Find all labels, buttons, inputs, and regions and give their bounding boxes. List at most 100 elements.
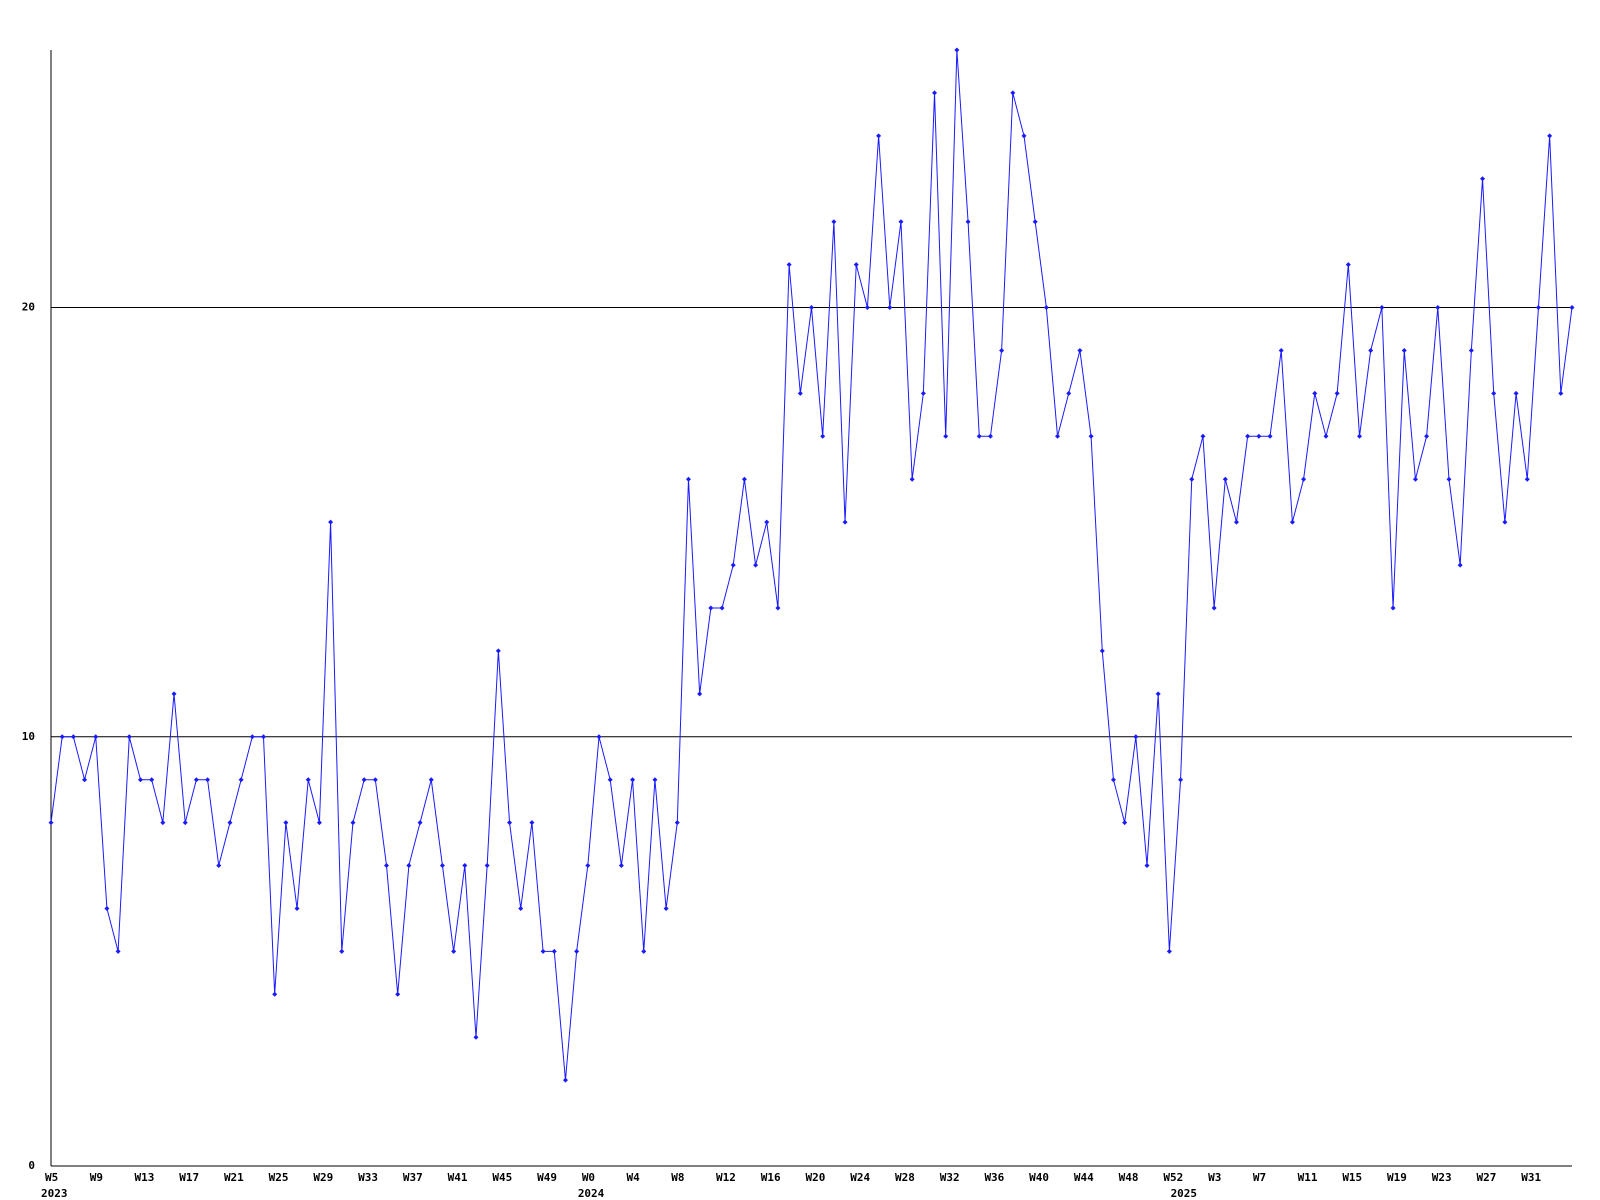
data-point [93, 734, 99, 740]
data-point [1301, 476, 1307, 482]
data-point [585, 863, 591, 869]
data-point [395, 991, 401, 997]
data-point [596, 734, 602, 740]
x-tick-label: W27 [1477, 1171, 1497, 1184]
data-point [216, 863, 222, 869]
x-tick-label: W3 [1208, 1171, 1221, 1184]
data-point [909, 476, 915, 482]
data-point [1055, 433, 1061, 439]
data-point [361, 777, 367, 783]
data-point [1189, 476, 1195, 482]
x-tick-label: W37 [403, 1171, 423, 1184]
data-point [932, 90, 938, 96]
data-point [1021, 133, 1027, 139]
x-tick-label: W48 [1119, 1171, 1139, 1184]
x-tick-label: W52 [1163, 1171, 1183, 1184]
data-point [876, 133, 882, 139]
data-point [1345, 262, 1351, 268]
data-point [1088, 433, 1094, 439]
x-tick-label: W15 [1342, 1171, 1362, 1184]
data-point [272, 991, 278, 997]
x-tick-label: W33 [358, 1171, 378, 1184]
data-point [249, 734, 255, 740]
data-point [987, 433, 993, 439]
data-line [50, 49, 1573, 1081]
data-point [1513, 390, 1519, 396]
x-tick-label: W7 [1253, 1171, 1266, 1184]
data-point [831, 219, 837, 225]
data-point [1166, 948, 1172, 954]
x-tick-label: W11 [1298, 1171, 1318, 1184]
x-tick-label: W4 [627, 1171, 641, 1184]
data-point [797, 390, 803, 396]
y-tick-label: 0 [28, 1159, 35, 1172]
data-point [1178, 777, 1184, 783]
data-point [853, 262, 859, 268]
x-tick-label: W0 [582, 1171, 595, 1184]
x-tick-label: W23 [1432, 1171, 1452, 1184]
data-point [104, 905, 110, 911]
y-tick-label: 20 [22, 301, 35, 314]
data-point [551, 948, 557, 954]
x-tick-label: W9 [90, 1171, 103, 1184]
data-point [1491, 390, 1497, 396]
data-point [719, 605, 725, 611]
x-tick-label: W19 [1387, 1171, 1407, 1184]
data-point [1222, 476, 1228, 482]
data-point [1043, 305, 1049, 311]
data-point [1323, 433, 1329, 439]
x-tick-label: W41 [448, 1171, 468, 1184]
data-point [126, 734, 132, 740]
data-point [674, 820, 680, 826]
data-point [775, 605, 781, 611]
x-tick-label: W44 [1074, 1171, 1094, 1184]
data-point [1122, 820, 1128, 826]
data-point [160, 820, 166, 826]
data-point [641, 948, 647, 954]
data-point [685, 476, 691, 482]
x-tick-label: W8 [671, 1171, 684, 1184]
data-point [887, 305, 893, 311]
data-point [473, 1034, 479, 1040]
data-point [451, 948, 457, 954]
data-point [1390, 605, 1396, 611]
data-point [294, 905, 300, 911]
data-point [59, 734, 65, 740]
data-point [149, 777, 155, 783]
x-tick-label: W28 [895, 1171, 915, 1184]
data-point [205, 777, 211, 783]
data-point [630, 777, 636, 783]
data-point [305, 777, 311, 783]
data-point [809, 305, 814, 311]
x-tick-label: W25 [269, 1171, 289, 1184]
data-point [1133, 734, 1139, 740]
data-point [495, 648, 501, 654]
data-point [417, 820, 423, 826]
data-point [708, 605, 714, 611]
data-point [439, 863, 445, 869]
x-tick-label: W12 [716, 1171, 736, 1184]
data-point [428, 777, 434, 783]
data-point [350, 820, 356, 826]
data-point [1099, 648, 1105, 654]
data-point [954, 47, 960, 53]
x-tick-label: W5 [45, 1171, 58, 1184]
data-point [227, 820, 233, 826]
data-point [384, 863, 390, 869]
data-point [1569, 305, 1575, 311]
data-point [1278, 347, 1284, 353]
data-point [1368, 347, 1374, 353]
data-point [238, 777, 244, 783]
data-point [1401, 347, 1407, 353]
data-point [529, 820, 535, 826]
data-point [753, 562, 759, 568]
year-label: 2024 [578, 1187, 605, 1200]
data-point [663, 905, 669, 911]
data-point [462, 863, 468, 869]
x-tick-label: W31 [1521, 1171, 1541, 1184]
data-point [1155, 691, 1161, 697]
data-point [1233, 519, 1239, 525]
data-point [786, 262, 792, 268]
x-tick-label: W24 [850, 1171, 870, 1184]
